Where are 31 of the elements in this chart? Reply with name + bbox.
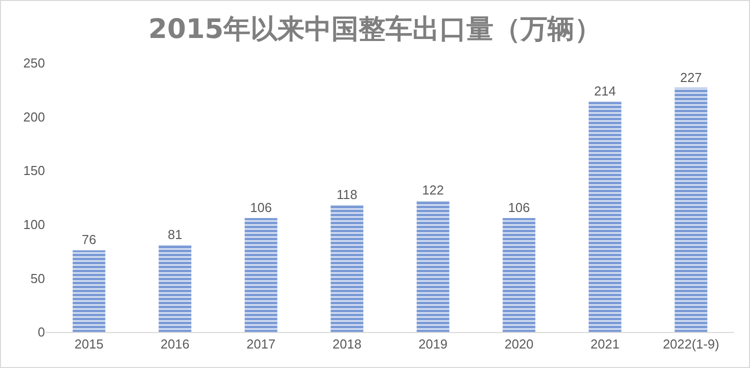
bar bbox=[330, 205, 364, 332]
y-tick-label: 250 bbox=[23, 56, 45, 71]
data-label: 227 bbox=[680, 70, 702, 85]
x-tick-label: 2018 bbox=[332, 336, 362, 352]
y-tick-label: 150 bbox=[23, 163, 45, 178]
y-tick-label: 100 bbox=[23, 216, 45, 232]
bar bbox=[674, 88, 708, 332]
y-tick-label: 0 bbox=[38, 324, 45, 340]
bar bbox=[72, 250, 106, 332]
data-label: 106 bbox=[508, 200, 530, 215]
bar bbox=[158, 244, 192, 332]
data-label: 122 bbox=[422, 182, 444, 198]
data-label: 81 bbox=[168, 226, 182, 242]
x-tick-label: 2020 bbox=[504, 336, 534, 352]
x-tick-label: 2016 bbox=[160, 336, 190, 352]
bar bbox=[416, 200, 450, 332]
data-label: 76 bbox=[82, 232, 96, 248]
chart-title: 2015年以来中国整车出口量（万辆） bbox=[148, 14, 602, 46]
x-tick-label: 2019 bbox=[418, 336, 448, 352]
x-tick-label: 2022(1-9) bbox=[662, 336, 720, 352]
data-label: 118 bbox=[336, 187, 358, 202]
bar bbox=[588, 102, 622, 332]
x-tick-label: 2015 bbox=[74, 336, 104, 352]
y-tick-label: 200 bbox=[23, 109, 45, 124]
x-tick-label: 2021 bbox=[590, 336, 620, 352]
data-label: 214 bbox=[594, 84, 616, 99]
data-label: 106 bbox=[250, 200, 272, 215]
bar bbox=[244, 218, 278, 332]
x-tick-label: 2017 bbox=[246, 336, 276, 352]
bar bbox=[502, 218, 536, 332]
y-tick-label: 50 bbox=[30, 270, 45, 286]
